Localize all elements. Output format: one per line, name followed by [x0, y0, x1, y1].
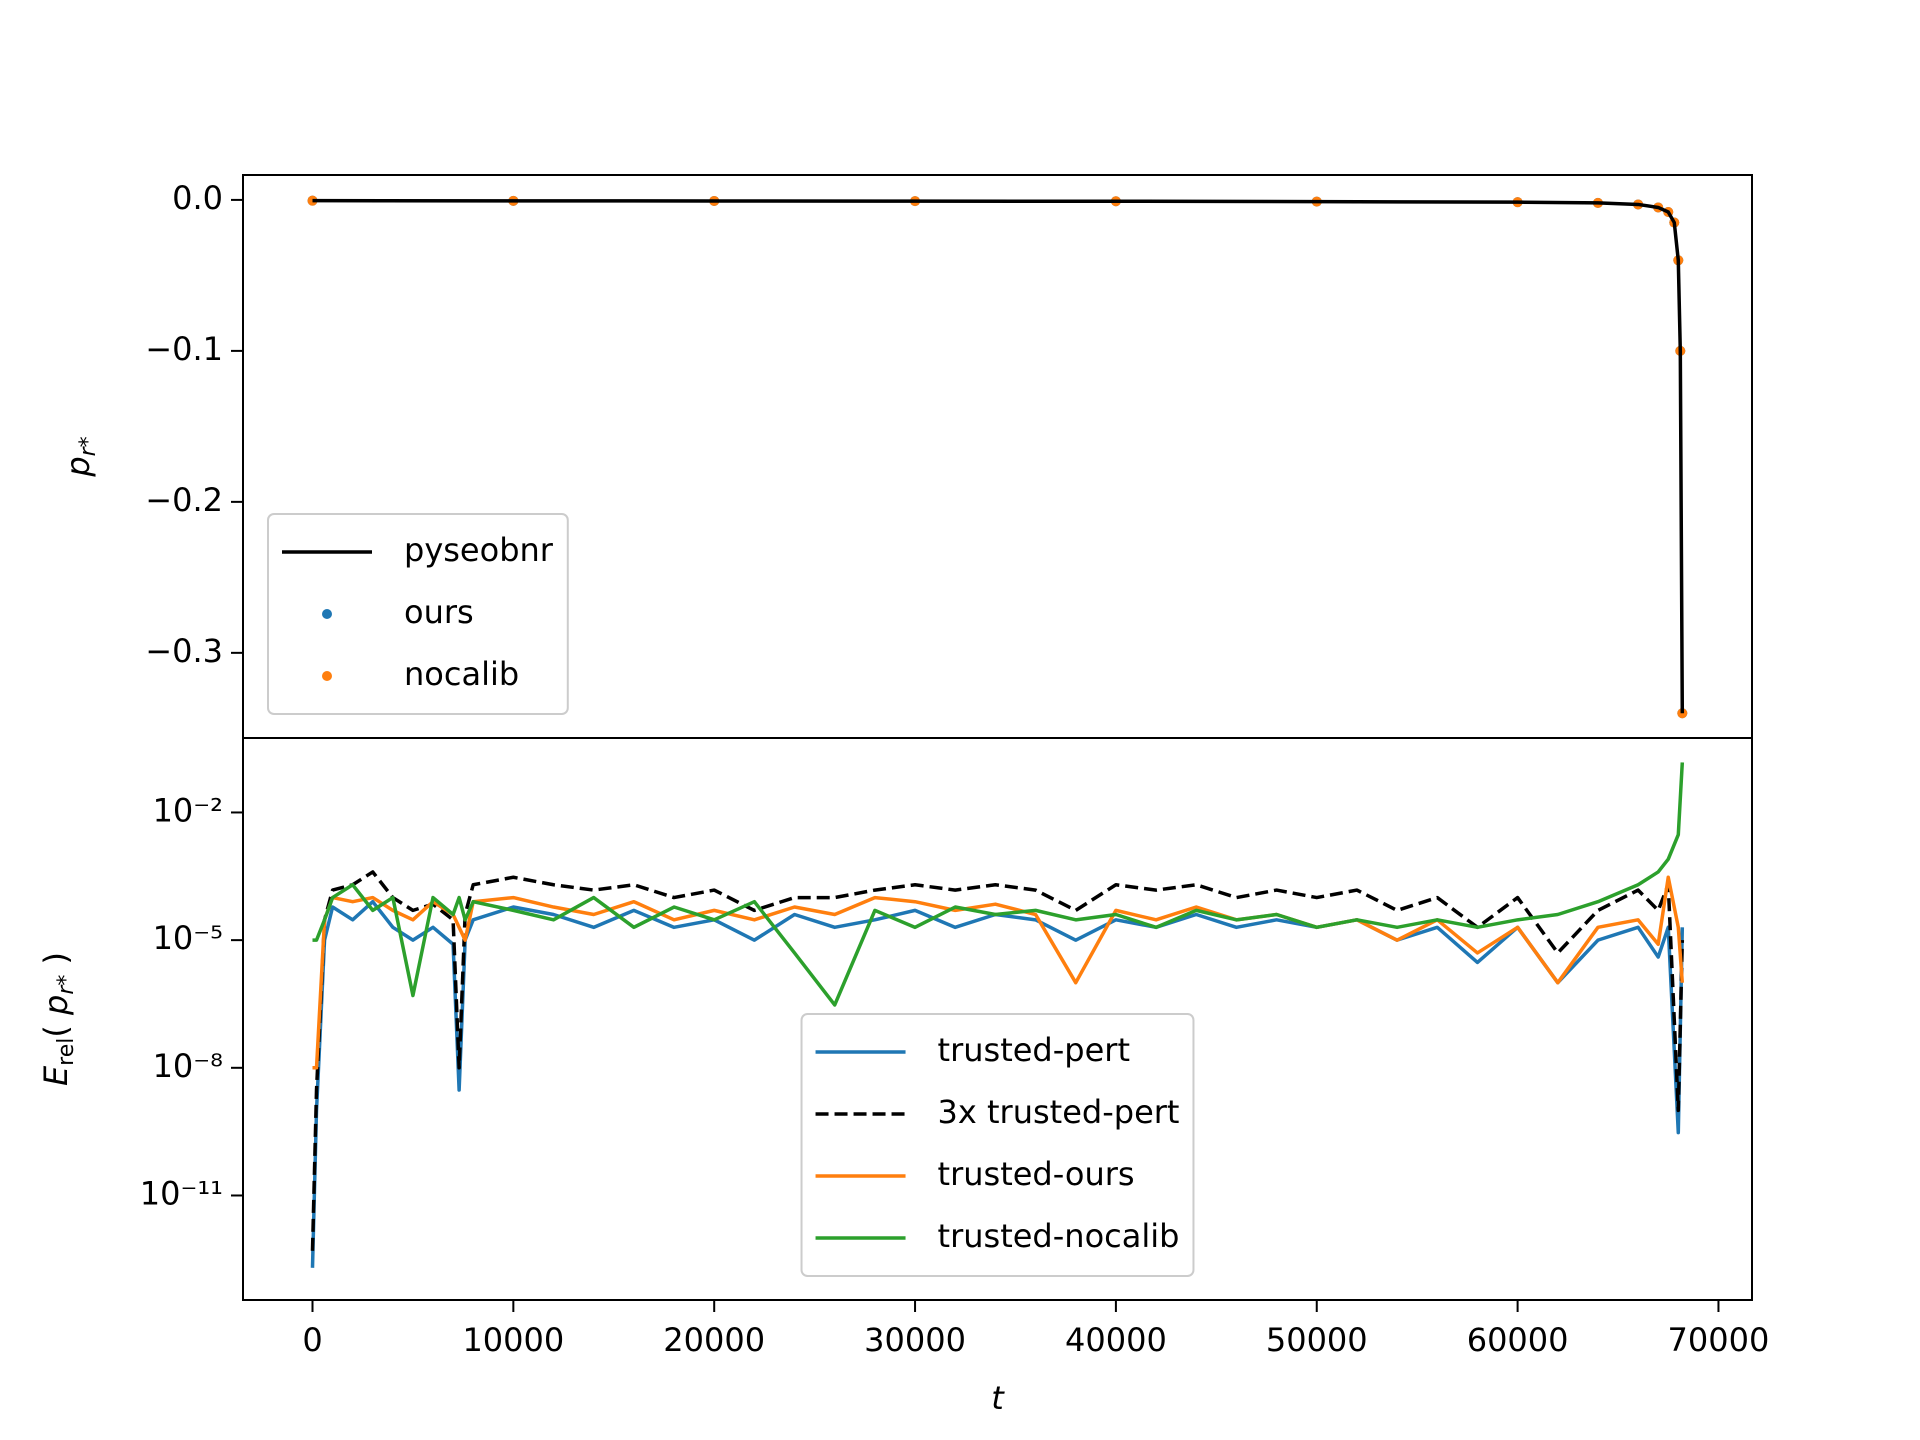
- legend-frame: [800, 1013, 1195, 1277]
- x-tick-label: 70000: [1668, 1321, 1770, 1359]
- legend-items: pyseobnr ours nocalib: [282, 531, 554, 693]
- y-axis-label: pr*: [59, 436, 101, 477]
- y-tick-label: −0.2: [145, 481, 223, 519]
- series-line: [310, 899, 1685, 1268]
- y-tick-label: 0.0: [172, 179, 223, 217]
- y-axis-label-part: p: [37, 995, 75, 1016]
- legend: trusted-pert 3x trusted-pert trusted-ours t…: [800, 1013, 1195, 1277]
- legend-label: 3x trusted-pert: [938, 1093, 1180, 1131]
- x-tick-label: 50000: [1266, 1321, 1368, 1359]
- y-tick-label: −0.1: [145, 330, 223, 368]
- legend-label: trusted-ours: [938, 1155, 1135, 1193]
- legend-items: trusted-pert 3x trusted-pert trusted-ours t…: [815, 1031, 1180, 1255]
- y-tick-label: −0.3: [145, 632, 223, 670]
- legend-label: nocalib: [404, 655, 519, 693]
- y-tick-label: 10⁻⁸: [153, 1047, 223, 1085]
- x-tick-label: 60000: [1467, 1321, 1569, 1359]
- legend-dot: [322, 671, 332, 681]
- y-axis-label-part: ): [37, 952, 75, 975]
- y-axis-label-part: r*: [54, 975, 79, 995]
- y-axis-label-part: p: [59, 456, 97, 477]
- legend-label: trusted-pert: [938, 1031, 1130, 1069]
- x-tick-label: 30000: [864, 1321, 966, 1359]
- series-line: [312, 875, 1685, 1070]
- series-line: [312, 198, 1685, 714]
- x-tick-label: 0: [302, 1321, 322, 1359]
- legend-label: trusted-nocalib: [938, 1217, 1180, 1255]
- series-line: [312, 762, 1685, 1007]
- x-tick-label: 40000: [1065, 1321, 1167, 1359]
- y-axis-label-part: rel: [54, 1038, 79, 1066]
- y-tick-label: 10⁻²: [153, 791, 223, 829]
- y-axis-label-part: E: [37, 1065, 75, 1086]
- plot-area: [307, 195, 1688, 719]
- legend-label: ours: [404, 593, 474, 631]
- legend: pyseobnr ours nocalib: [267, 513, 569, 715]
- legend-label: pyseobnr: [404, 531, 554, 569]
- x-axis-label: t: [991, 1379, 1005, 1417]
- x-tick-label: 10000: [462, 1321, 564, 1359]
- y-tick-label: 10⁻⁵: [153, 919, 223, 957]
- legend-dot: [322, 609, 332, 619]
- y-tick-label: 10⁻¹¹: [140, 1174, 223, 1212]
- x-tick-label: 20000: [663, 1321, 765, 1359]
- series-line: [310, 870, 1685, 1251]
- plot-area: [310, 762, 1685, 1268]
- axes-frame: [242, 737, 1753, 1301]
- y-axis-label-part: (: [37, 1015, 75, 1038]
- y-axis-label: Erel( pr* ): [37, 952, 79, 1086]
- legend-frame: [267, 513, 569, 715]
- y-axis-label-part: r*: [76, 436, 101, 456]
